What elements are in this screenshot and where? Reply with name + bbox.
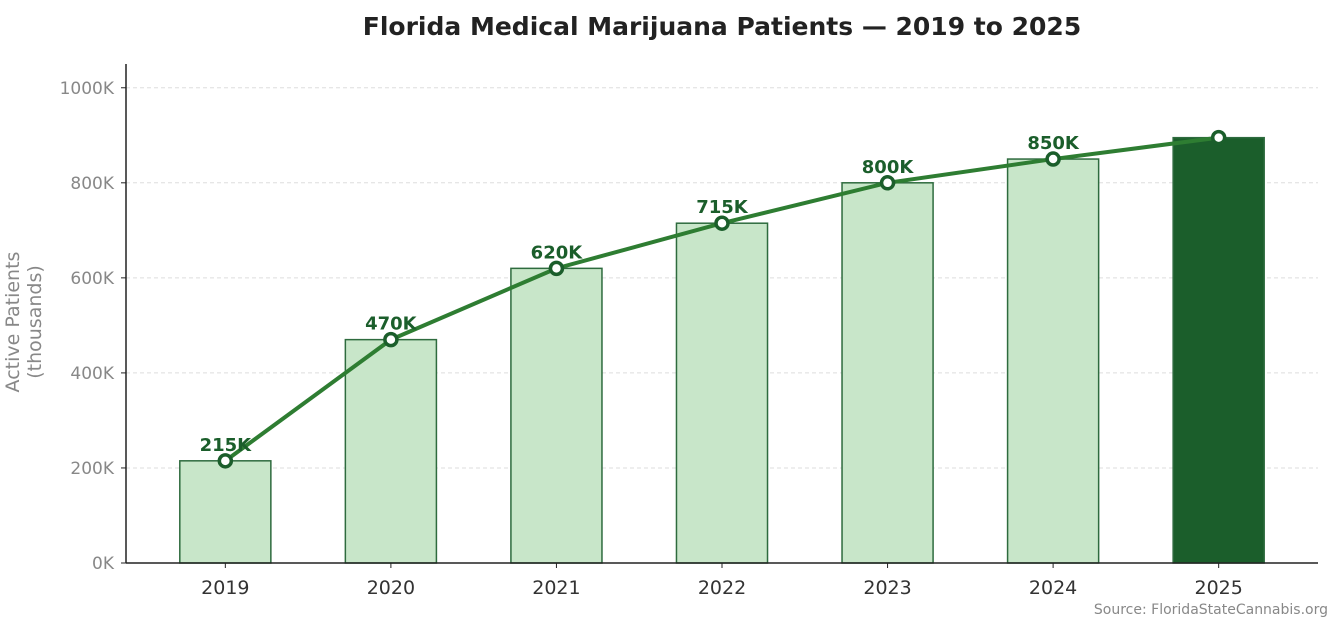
y-tick-label: 0K	[92, 554, 115, 574]
bar-2019	[179, 460, 272, 564]
y-tick-label: 200K	[70, 459, 114, 479]
line-point-2022	[714, 215, 730, 231]
data-label-2021: 620K	[531, 242, 584, 263]
chart-title: Florida Medical Marijuana Patients — 201…	[362, 12, 1082, 41]
bar-2025	[1172, 136, 1265, 564]
line-point-2020	[383, 331, 399, 348]
line-point-2021	[548, 260, 565, 277]
source-note: Source: FloridaStateCannabis.org	[1093, 602, 1328, 618]
data-label-2019: 215K	[200, 435, 253, 456]
line-point-2019	[217, 453, 234, 469]
y-tick-label: 1000K	[60, 79, 115, 99]
data-label-2023: 800K	[862, 157, 915, 178]
bar-2022	[675, 222, 769, 564]
line-point-2025	[1210, 129, 1227, 146]
x-tick-label: 2021	[532, 577, 580, 599]
y-tick-label: 400K	[70, 364, 114, 384]
bar-2024	[1006, 158, 1100, 564]
bar-2020	[344, 338, 438, 564]
line-point-2024	[1045, 151, 1061, 167]
y-tick-label: 800K	[70, 174, 114, 194]
x-tick-label: 2024	[1029, 577, 1077, 599]
bar-2021	[510, 267, 603, 564]
y-tick-label: 600K	[70, 269, 114, 289]
x-tick-label: 2022	[698, 577, 746, 599]
data-label-2022: 715K	[696, 197, 749, 218]
x-tick-label: 2020	[367, 577, 415, 599]
data-label-2020: 470K	[365, 314, 418, 335]
x-tick-label: 2023	[863, 577, 911, 599]
data-label-2024: 850K	[1027, 133, 1080, 154]
bar-2023	[841, 182, 934, 564]
x-tick-label: 2025	[1194, 577, 1242, 599]
line-point-2023	[879, 175, 896, 191]
x-tick-label: 2019	[201, 577, 249, 599]
